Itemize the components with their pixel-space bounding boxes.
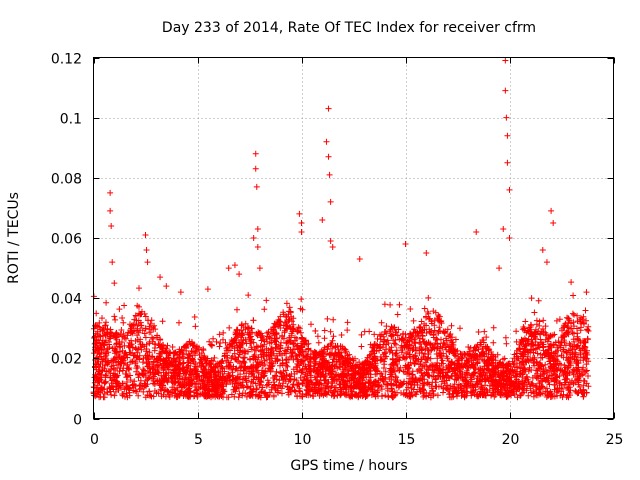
y-tick-label: 0.06 <box>51 232 82 248</box>
data-point <box>504 159 511 166</box>
data-point <box>231 262 238 269</box>
x-tick-label: 15 <box>398 432 416 448</box>
data-point <box>329 244 336 251</box>
data-point <box>94 331 101 338</box>
x-tick-label: 20 <box>502 432 520 448</box>
y-tick-label: 0.08 <box>51 172 82 188</box>
data-point <box>503 114 510 121</box>
x-tick-labels: 0 5 10 15 20 25 <box>90 432 623 448</box>
data-point <box>296 210 303 217</box>
data-point <box>298 219 305 226</box>
x-axis-title: GPS time / hours <box>290 458 407 474</box>
data-point <box>504 132 511 139</box>
chart-title: Day 233 of 2014, Rate Of TEC Index for r… <box>162 20 536 36</box>
data-point <box>157 274 164 281</box>
data-point <box>256 265 263 272</box>
data-point <box>325 105 332 112</box>
data-point <box>327 238 334 245</box>
data-point <box>506 186 513 193</box>
data-point <box>473 228 480 235</box>
data-point <box>108 222 115 229</box>
data-point <box>107 207 114 214</box>
data-point <box>298 228 305 235</box>
y-tick-label: 0.12 <box>51 52 82 68</box>
data-point <box>327 198 334 205</box>
data-point <box>107 189 114 196</box>
y-tick-label: 0.02 <box>51 352 82 368</box>
data-point <box>102 319 109 326</box>
data-points <box>90 57 592 401</box>
data-point <box>502 57 509 64</box>
data-point <box>254 225 261 232</box>
data-point <box>250 235 257 241</box>
data-point <box>506 235 513 241</box>
y-tick-labels: 0 0.02 0.04 0.06 0.08 0.1 0.12 <box>51 52 82 429</box>
data-point <box>548 207 555 214</box>
data-point <box>325 153 332 160</box>
x-tick-label: 10 <box>294 432 312 448</box>
data-point <box>236 271 243 278</box>
data-point <box>543 259 550 266</box>
data-point <box>142 231 149 238</box>
data-point <box>163 283 170 290</box>
data-point <box>423 250 430 257</box>
data-point <box>402 241 409 248</box>
data-point <box>356 256 363 263</box>
y-tick-label: 0 <box>73 413 82 429</box>
y-axis-title: ROTI / TECUs <box>6 192 22 284</box>
data-point <box>254 244 261 251</box>
data-point <box>96 340 103 347</box>
data-point <box>225 265 232 272</box>
y-tick-label: 0.1 <box>60 112 82 128</box>
data-point <box>326 171 333 178</box>
data-point <box>539 247 546 254</box>
data-point <box>111 280 118 287</box>
data-point <box>502 87 509 94</box>
y-tick-label: 0.04 <box>51 292 82 308</box>
data-point <box>323 138 330 145</box>
data-point <box>144 259 151 266</box>
data-point <box>177 289 184 296</box>
x-tick-label: 0 <box>90 432 99 448</box>
data-point <box>204 286 211 293</box>
x-tick-label: 5 <box>194 432 203 448</box>
data-point <box>496 265 503 272</box>
data-point <box>550 219 557 226</box>
x-tick-label: 25 <box>606 432 624 448</box>
data-point <box>143 247 150 254</box>
data-point <box>252 150 259 157</box>
data-point <box>252 165 259 172</box>
axis-ticks <box>93 57 615 420</box>
data-point <box>253 183 260 190</box>
data-point <box>109 259 116 266</box>
background-data-band <box>90 279 592 401</box>
data-point <box>583 289 590 296</box>
data-point <box>500 225 507 232</box>
data-point <box>319 216 326 223</box>
